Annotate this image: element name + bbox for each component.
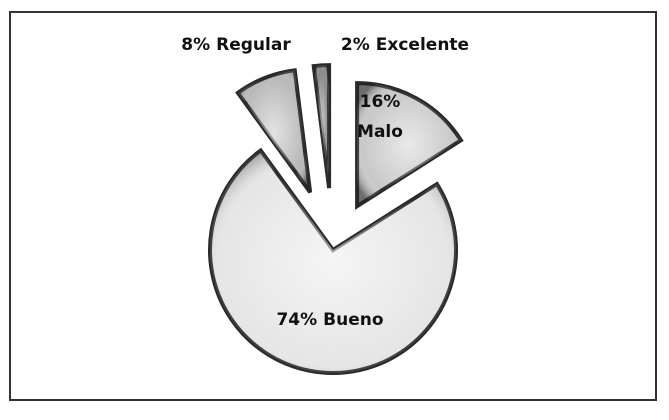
value-label: 16% — [360, 92, 401, 112]
slice-label: 2% Excelente — [341, 35, 469, 55]
category-label: Bueno — [323, 310, 383, 330]
category-label: Malo — [357, 122, 403, 142]
slice-shade — [357, 83, 461, 207]
category-label: Excelente — [376, 35, 469, 55]
value-label: 8% — [181, 35, 210, 55]
slice-label: 16% Malo — [357, 92, 403, 142]
slice-label: 74% Bueno — [276, 310, 383, 330]
slice-shade — [237, 70, 311, 193]
slice-label: 8% Regular — [181, 35, 291, 55]
value-label: 2% — [341, 35, 370, 55]
slice-shade — [313, 65, 330, 189]
labels: 16% Malo 74% Bueno 8% Regular 2% Excelente — [181, 35, 469, 330]
value-label: 74% — [276, 310, 317, 330]
slices — [208, 63, 464, 375]
slice-shade — [210, 150, 456, 373]
category-label: Regular — [216, 35, 291, 55]
